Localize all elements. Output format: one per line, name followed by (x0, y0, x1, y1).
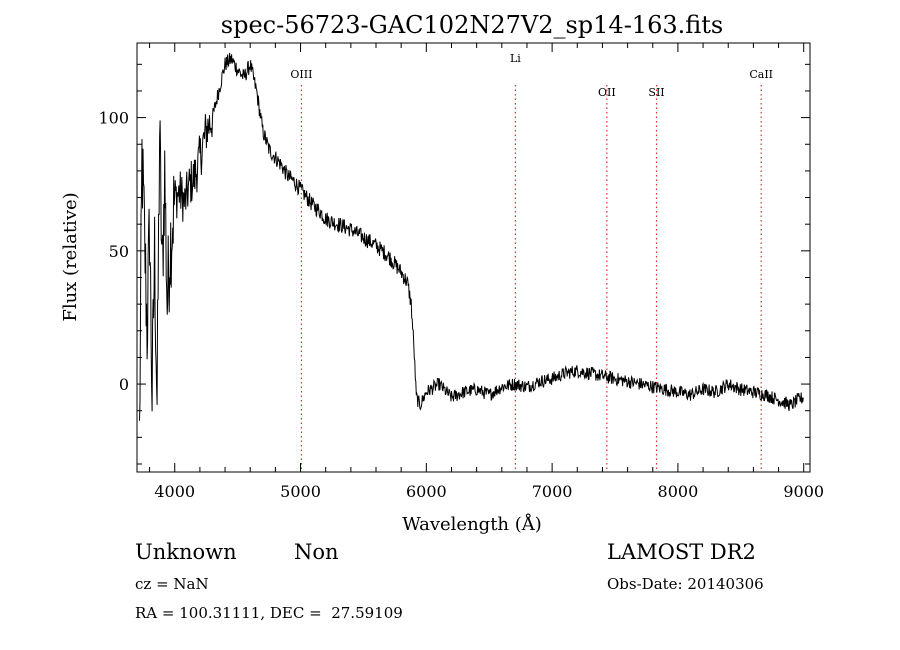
plot-frame (136, 42, 811, 473)
y-tick-label: 50 (109, 242, 129, 261)
line-marker-label: OII (598, 86, 616, 99)
line-markers: OIII Li OII SII CaII (290, 52, 773, 472)
x-tick-label: 8000 (658, 482, 699, 501)
survey-label: LAMOST DR2 (607, 540, 756, 564)
x-tick-label: 5000 (280, 482, 321, 501)
line-marker-label: CaII (749, 68, 773, 81)
chart-title: spec-56723-GAC102N27V2_sp14-163.fits (221, 11, 723, 39)
x-tick-label: 4000 (154, 482, 195, 501)
cz-label: cz = NaN (135, 575, 209, 593)
x-tick-label: 6000 (406, 482, 447, 501)
x-tick-label: 7000 (532, 482, 573, 501)
line-marker-label: OIII (290, 68, 312, 81)
x-tick-label: 9000 (783, 482, 824, 501)
class-label: Unknown (135, 540, 237, 564)
y-tick-label: 100 (98, 109, 129, 128)
line-marker-label: Li (510, 52, 521, 65)
subclass-label: Non (294, 540, 339, 564)
line-marker-label: SII (648, 86, 664, 99)
coords-label: RA = 100.31111, DEC = 27.59109 (135, 604, 403, 622)
obs-date-label: Obs-Date: 20140306 (607, 575, 764, 593)
y-axis-label: Flux (relative) (60, 192, 81, 321)
spectrum-chart: spec-56723-GAC102N27V2_sp14-163.fits OII… (60, 11, 824, 535)
spectrum-line (139, 52, 804, 421)
y-tick-label: 0 (119, 375, 129, 394)
x-axis-label: Wavelength (Å) (402, 513, 542, 535)
axis-ticks: 4000 5000 6000 7000 8000 9000 0 50 100 (98, 43, 824, 501)
